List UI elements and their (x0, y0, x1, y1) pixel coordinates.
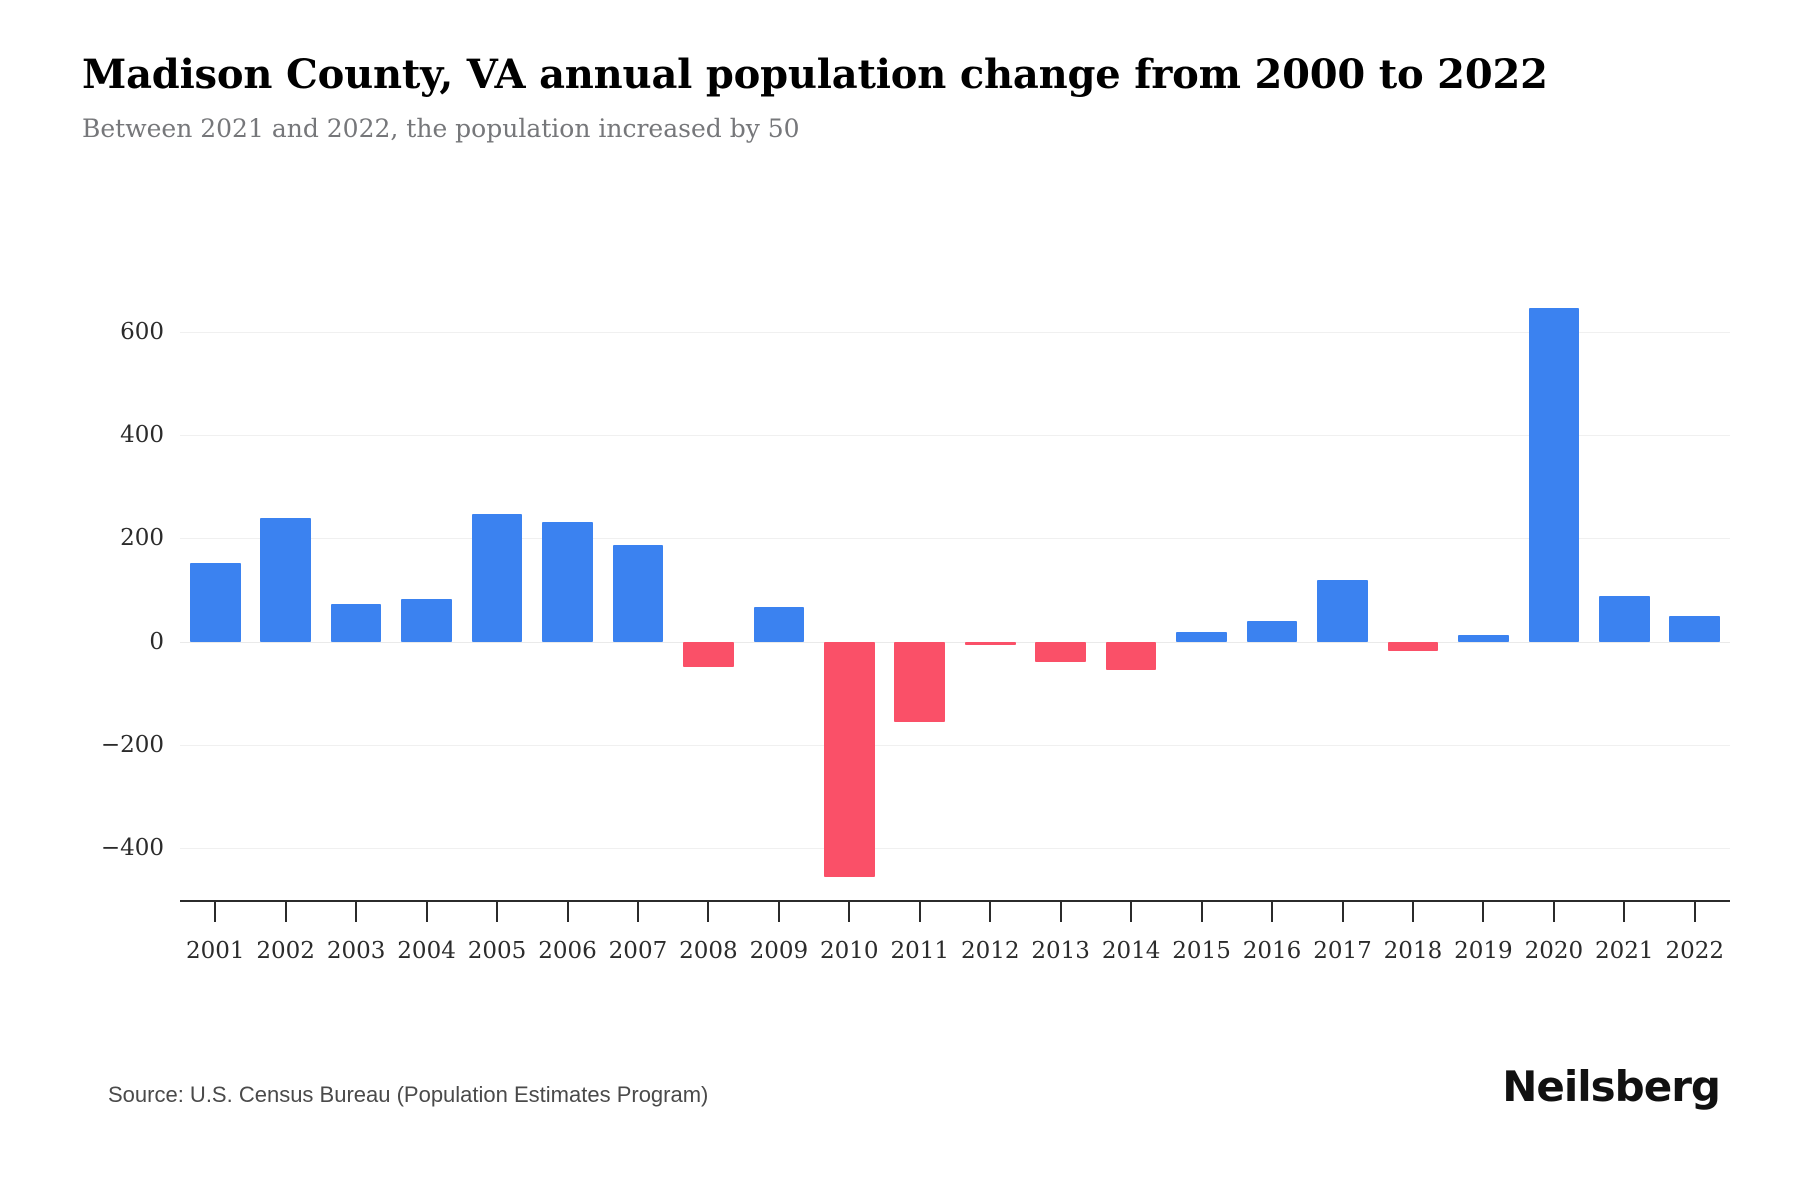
bar-2003[interactable] (330, 604, 382, 642)
plot-canvas (180, 280, 1730, 900)
bar-2013[interactable] (1035, 641, 1087, 663)
brand-logo: Neilsberg (1502, 1062, 1721, 1111)
zero-line (180, 641, 1730, 643)
x-axis-tick-label: 2022 (1665, 938, 1725, 964)
bar-2018[interactable] (1387, 641, 1439, 651)
x-axis-tick-label: 2013 (1031, 938, 1090, 964)
x-axis-tick-label: 2016 (1242, 938, 1302, 964)
x-axis-tick (989, 901, 992, 922)
x-axis-tick (1482, 901, 1485, 922)
bar-2005[interactable] (471, 513, 523, 642)
bar-2009[interactable] (753, 607, 805, 642)
x-axis-tick (214, 901, 217, 922)
x-axis-line (180, 900, 1730, 902)
x-axis-tick (707, 901, 710, 922)
x-axis-tick-label: 2009 (749, 938, 809, 964)
x-axis-tick (496, 901, 499, 922)
x-axis-tick-label: 2014 (1101, 938, 1161, 964)
bar-2014[interactable] (1105, 641, 1157, 671)
x-axis-tick (425, 901, 428, 922)
x-axis-tick (1271, 901, 1274, 922)
x-axis-tick-label: 2015 (1172, 938, 1231, 964)
x-axis-tick (1059, 901, 1062, 922)
y-axis-tick-label: 0 (149, 628, 164, 655)
y-axis-tick-label: 400 (120, 422, 164, 448)
x-axis-tick (1130, 901, 1133, 922)
x-axis-tick-label: 2020 (1524, 938, 1584, 964)
x-axis-tick (918, 901, 921, 922)
bar-2001[interactable] (189, 563, 241, 642)
bar-2011[interactable] (894, 641, 946, 722)
x-axis-tick-label: 2012 (960, 938, 1020, 964)
bars-group (180, 280, 1730, 900)
gridline (180, 538, 1730, 540)
bar-2022[interactable] (1669, 615, 1721, 642)
x-axis-tick (566, 901, 569, 922)
x-axis-tick (636, 901, 639, 922)
bar-2008[interactable] (683, 641, 734, 668)
x-axis-tick (1623, 901, 1626, 922)
bar-2006[interactable] (542, 522, 593, 642)
x-axis-tick (1693, 901, 1696, 922)
gridline (180, 848, 1730, 850)
source-note: Source: U.S. Census Bureau (Population E… (108, 1082, 709, 1107)
bar-2004[interactable] (401, 599, 452, 642)
x-axis-tick-label: 2002 (256, 938, 315, 964)
x-axis-tick-label: 2006 (538, 938, 597, 964)
gridline (180, 745, 1730, 746)
bar-2019[interactable] (1458, 634, 1509, 642)
bar-2007[interactable] (612, 545, 664, 642)
y-axis-tick-label: −200 (100, 732, 164, 758)
x-axis-tick-label: 2005 (467, 938, 527, 964)
x-axis-tick-label: 2004 (397, 938, 456, 964)
x-axis-tick (1341, 901, 1344, 922)
x-axis-tick-label: 2003 (326, 938, 386, 964)
x-axis-tick (1411, 901, 1414, 922)
x-axis-tick-label: 2010 (820, 938, 879, 964)
x-axis-tick (284, 901, 287, 922)
bar-2010[interactable] (823, 641, 875, 877)
x-axis-tick-label: 2018 (1383, 938, 1443, 964)
y-axis-tick-label: 600 (120, 318, 164, 345)
bar-2021[interactable] (1598, 596, 1650, 642)
y-axis-tick-label: 200 (120, 525, 164, 552)
gridline (180, 435, 1730, 436)
x-axis-tick (848, 901, 851, 922)
x-axis-tick-label: 2001 (185, 938, 245, 964)
x-axis-tick-label: 2011 (890, 938, 950, 964)
chart-header: Madison County, VA annual population cha… (82, 51, 1722, 144)
x-axis-tick-label: 2017 (1313, 938, 1372, 964)
y-axis-tick-label: −400 (100, 835, 164, 862)
bar-2020[interactable] (1528, 308, 1580, 642)
x-axis-tick (1200, 901, 1203, 922)
x-axis-tick-label: 2019 (1454, 938, 1513, 964)
bar-2016[interactable] (1246, 621, 1298, 642)
page-title: Madison County, VA annual population cha… (82, 51, 1548, 98)
chart-subtitle: Between 2021 and 2022, the population in… (82, 114, 800, 143)
x-axis-tick-label: 2008 (679, 938, 738, 964)
x-axis-tick-label: 2007 (608, 938, 668, 964)
gridline (180, 331, 1730, 333)
bar-2017[interactable] (1317, 579, 1368, 642)
x-axis-tick (777, 901, 780, 922)
x-axis-tick-label: 2021 (1595, 938, 1654, 964)
bar-2002[interactable] (260, 517, 312, 642)
x-axis-tick (1552, 901, 1555, 922)
bar-2015[interactable] (1176, 632, 1227, 642)
bar-2012[interactable] (964, 641, 1016, 645)
x-axis-tick (355, 901, 358, 922)
